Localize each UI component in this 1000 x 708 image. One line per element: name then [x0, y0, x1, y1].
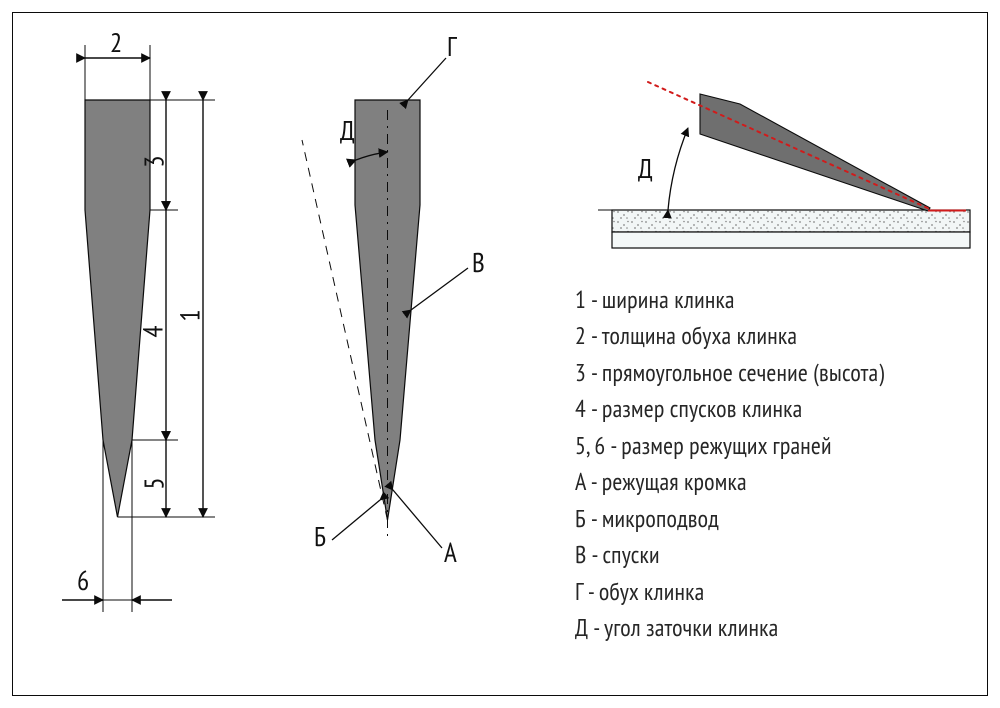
middle-blade [302, 58, 468, 548]
legend-row: Г - обух клинка [575, 574, 975, 610]
dim-5-label: 5 [142, 477, 169, 489]
legend-row: 4 - размер спусков клинка [575, 391, 975, 427]
dim-3-label: 3 [142, 155, 169, 167]
dim-4-label: 4 [141, 325, 168, 337]
legend-row: 5, 6 - размер режущих граней [575, 428, 975, 464]
callout-G: Г [447, 34, 457, 61]
legend-row: 2 - толщина обуха клинка [575, 318, 975, 354]
legend-row: А - режущая кромка [575, 464, 975, 500]
legend-row: Б - микроподвод [575, 501, 975, 537]
dim-6-label: 6 [77, 568, 89, 595]
sharpening-diagram [598, 82, 970, 248]
dim-1-label: 1 [178, 309, 205, 321]
callout-V: В [472, 250, 485, 277]
legend-row: В - спуски [575, 537, 975, 573]
callout-B: Б [314, 524, 326, 551]
legend: 1 - ширина клинка 2 - толщина обуха клин… [575, 282, 975, 647]
legend-row: 3 - прямоугольное сечение (высота) [575, 355, 975, 391]
callout-D: Д [340, 118, 355, 145]
callout-A: А [444, 540, 457, 567]
legend-row: 1 - ширина клинка [575, 282, 975, 318]
angle-D-right: Д [638, 156, 653, 183]
dim-2-label: 2 [110, 30, 122, 57]
legend-row: Д - угол заточки клинка [575, 610, 975, 646]
